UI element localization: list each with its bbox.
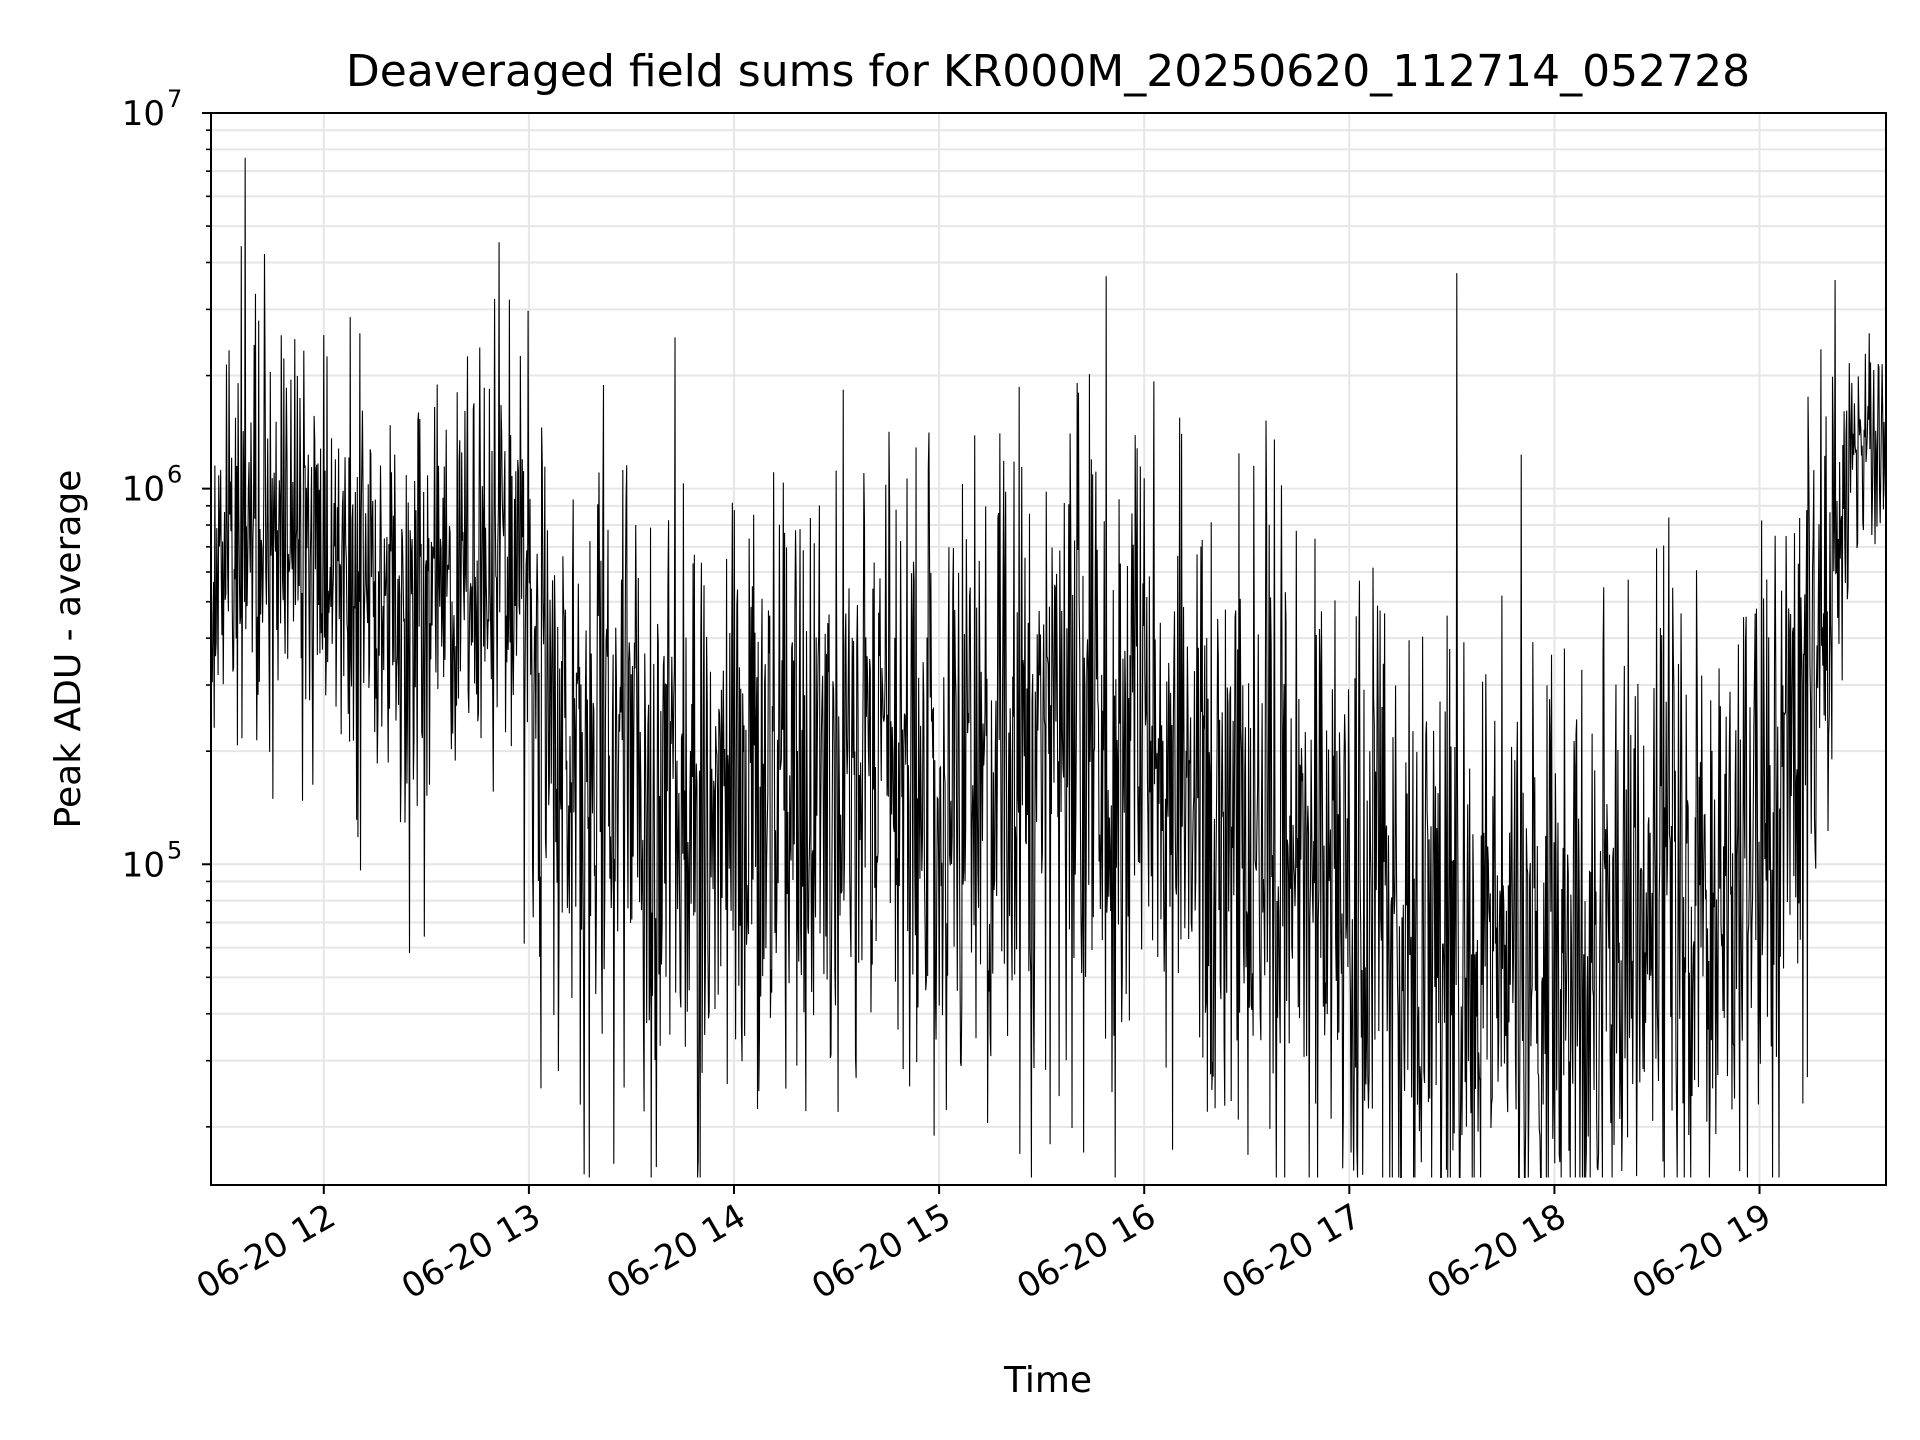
data-series — [210, 157, 1887, 1179]
y-tick-exponent: 5 — [167, 836, 182, 864]
y-tick-label: 10 — [122, 845, 165, 885]
y-axis-label: Peak ADU - average — [48, 470, 89, 829]
y-tick-exponent: 6 — [167, 461, 182, 489]
chart-title: Deaveraged field sums for KR000M_2025062… — [346, 46, 1750, 97]
x-axis-label: Time — [1003, 1360, 1092, 1401]
plot-frame — [210, 112, 1887, 1186]
series-line — [210, 157, 1887, 1179]
y-tick-label: 10 — [122, 94, 165, 134]
y-tick-label: 10 — [122, 470, 165, 510]
y-tick-exponent: 7 — [167, 85, 182, 113]
